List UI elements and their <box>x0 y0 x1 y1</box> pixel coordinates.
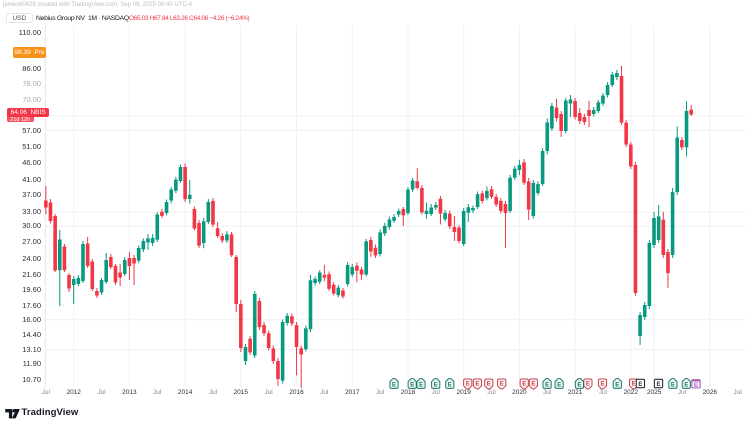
svg-text:E: E <box>638 382 642 388</box>
svg-text:E: E <box>577 383 581 389</box>
svg-text:E: E <box>410 383 414 389</box>
svg-text:E: E <box>419 383 423 389</box>
svg-text:E: E <box>545 383 549 389</box>
svg-text:E: E <box>615 383 619 389</box>
svg-text:E: E <box>531 382 535 388</box>
svg-text:E: E <box>600 382 604 388</box>
svg-text:E: E <box>586 382 590 388</box>
svg-text:E: E <box>656 382 660 388</box>
svg-text:E: E <box>684 383 688 389</box>
svg-text:E: E <box>671 383 675 389</box>
svg-text:E: E <box>487 382 491 388</box>
svg-text:E: E <box>466 382 470 388</box>
svg-text:E: E <box>448 383 452 389</box>
svg-text:E: E <box>500 382 504 388</box>
svg-text:E: E <box>557 383 561 389</box>
svg-text:E: E <box>392 383 396 389</box>
svg-text:E: E <box>475 382 479 388</box>
svg-text:E: E <box>522 382 526 388</box>
svg-text:E: E <box>694 383 698 389</box>
svg-text:E: E <box>632 382 636 388</box>
svg-text:E: E <box>434 383 438 389</box>
